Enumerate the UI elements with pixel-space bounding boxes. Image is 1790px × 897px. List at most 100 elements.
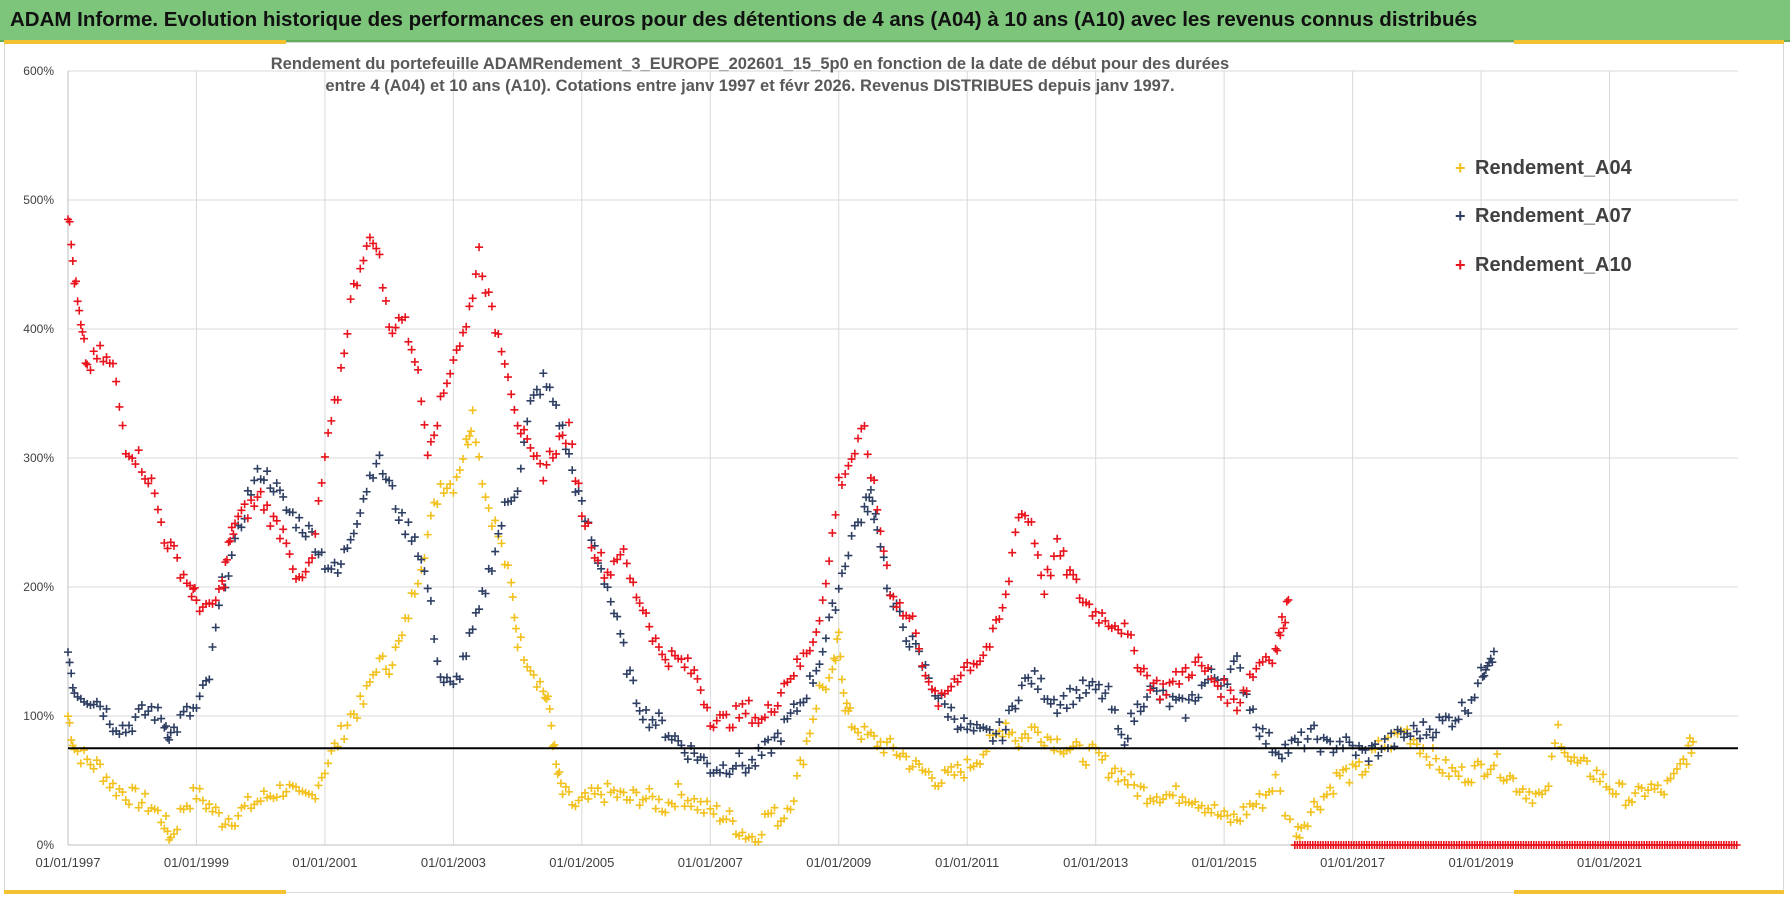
point-rendement-a07 (169, 723, 178, 732)
point-rendement-a10 (346, 295, 355, 304)
point-rendement-a07 (317, 548, 326, 557)
point-rendement-a04 (754, 837, 763, 846)
point-rendement-a04 (802, 737, 811, 746)
legend-marker-a10: + (1455, 255, 1466, 275)
point-rendement-a07 (1181, 713, 1190, 722)
point-rendement-a04 (773, 821, 782, 830)
point-rendement-a04 (65, 718, 74, 727)
point-rendement-a10 (520, 425, 529, 434)
point-rendement-a10 (1043, 565, 1052, 574)
point-rendement-a10 (237, 506, 246, 515)
point-rendement-a04 (1441, 755, 1450, 764)
report-title: ADAM Informe. Evolution historique des p… (10, 8, 1478, 31)
point-rendement-a04 (105, 783, 114, 792)
point-rendement-a10 (870, 476, 879, 485)
point-rendement-a04 (1014, 743, 1023, 752)
point-rendement-a07 (214, 601, 223, 610)
point-rendement-a07 (825, 613, 834, 622)
point-rendement-a04 (112, 791, 121, 800)
point-rendement-a10 (1072, 575, 1081, 584)
point-rendement-a10 (854, 434, 863, 443)
point-rendement-a04 (1326, 783, 1335, 792)
point-rendement-a10 (80, 334, 89, 343)
point-rendement-a10 (500, 359, 509, 368)
point-rendement-a10 (1279, 624, 1288, 633)
frame-accent-left (4, 40, 286, 44)
point-rendement-a07 (1326, 737, 1335, 746)
point-rendement-a07 (744, 764, 753, 773)
point-rendement-a07 (1412, 727, 1421, 736)
point-rendement-a07 (1409, 721, 1418, 730)
point-rendement-a07 (963, 725, 972, 734)
point-rendement-a10 (532, 451, 541, 460)
point-rendement-a10 (584, 519, 593, 528)
point-rendement-a04 (507, 578, 516, 587)
point-rendement-a07 (603, 583, 612, 592)
point-rendement-a07 (468, 625, 477, 634)
point-rendement-a04 (243, 792, 252, 801)
point-rendement-a07 (1072, 685, 1081, 694)
point-rendement-a07 (860, 502, 869, 511)
point-rendement-a10 (1213, 682, 1222, 691)
point-rendement-a04 (908, 762, 917, 771)
point-rendement-a04 (189, 783, 198, 792)
x-tick-label: 01/01/2011 (935, 855, 999, 870)
point-rendement-a07 (844, 551, 853, 560)
point-rendement-a10 (773, 701, 782, 710)
point-rendement-a10 (953, 677, 962, 686)
point-rendement-a04 (613, 793, 622, 802)
point-rendement-a07 (426, 596, 435, 605)
point-rendement-a04 (857, 735, 866, 744)
point-rendement-a04 (1171, 782, 1180, 791)
point-rendement-a07 (1053, 709, 1062, 718)
point-rendement-a04 (86, 760, 95, 769)
point-rendement-a04 (512, 624, 521, 633)
point-rendement-a07 (587, 536, 596, 545)
point-rendement-a10 (1143, 671, 1152, 680)
point-rendement-a07 (462, 652, 471, 661)
point-rendement-a07 (1297, 728, 1306, 737)
point-rendement-a10 (272, 516, 281, 525)
x-tick-label: 01/01/2013 (1063, 855, 1128, 870)
point-rendement-a10 (163, 544, 172, 553)
point-rendement-a10 (459, 328, 468, 337)
point-rendement-a04 (632, 788, 641, 797)
y-tick-label: 600% (23, 64, 54, 78)
title-banner: ADAM Informe. Evolution historique des p… (0, 0, 1790, 42)
point-rendement-a04 (1483, 770, 1492, 779)
point-rendement-a04 (1525, 787, 1534, 796)
point-rendement-a10 (1210, 677, 1219, 686)
point-rendement-a04 (693, 805, 702, 814)
point-rendement-a04 (433, 500, 442, 509)
point-rendement-a07 (690, 749, 699, 758)
point-rendement-a07 (1480, 671, 1489, 680)
point-rendement-a10 (667, 647, 676, 656)
point-rendement-a04 (1467, 778, 1476, 787)
point-rendement-a04 (635, 801, 644, 810)
point-rendement-a10 (333, 395, 342, 404)
point-rendement-a07 (1024, 673, 1033, 682)
point-rendement-a07 (1444, 713, 1453, 722)
point-rendement-a10 (150, 489, 159, 498)
point-rendement-a10 (818, 596, 827, 605)
point-rendement-a10 (423, 451, 432, 460)
point-rendement-a07 (186, 711, 195, 720)
point-rendement-a04 (943, 768, 952, 777)
point-rendement-a10 (497, 347, 506, 356)
point-rendement-a04 (1149, 797, 1158, 806)
point-rendement-a10 (943, 686, 952, 695)
point-rendement-a10 (979, 651, 988, 660)
point-rendement-a07 (635, 706, 644, 715)
point-rendement-a04 (1316, 805, 1325, 814)
point-rendement-a07 (1432, 728, 1441, 737)
point-rendement-a07 (208, 642, 217, 651)
legend-item-a07: + Rendement_A07 (1455, 205, 1632, 228)
point-rendement-a04 (1528, 799, 1537, 808)
point-rendement-a04 (1207, 808, 1216, 817)
point-rendement-a07 (510, 493, 519, 502)
point-rendement-a07 (773, 729, 782, 738)
point-rendement-a10 (240, 500, 249, 509)
point-rendement-a10 (128, 454, 137, 463)
point-rendement-a10 (1258, 657, 1267, 666)
point-rendement-a04 (828, 665, 837, 674)
